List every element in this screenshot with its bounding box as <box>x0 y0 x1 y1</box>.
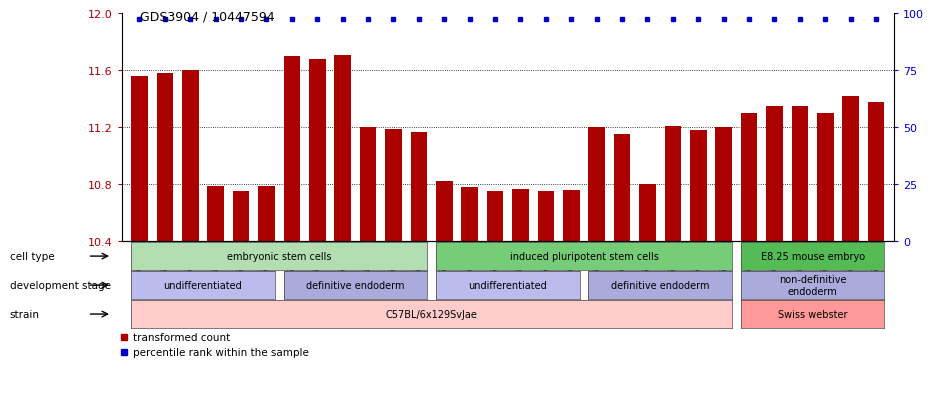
Bar <box>817 114 834 242</box>
Bar <box>436 182 452 242</box>
Bar <box>487 192 504 242</box>
Bar <box>359 128 376 242</box>
Text: definitive endoderm: definitive endoderm <box>611 280 709 290</box>
Text: E8.25 mouse embryo: E8.25 mouse embryo <box>761 252 865 261</box>
Bar <box>690 131 707 242</box>
Bar <box>411 132 427 242</box>
Bar <box>208 186 224 242</box>
Text: cell type: cell type <box>9 252 54 261</box>
Bar <box>792 107 808 242</box>
Text: transformed count: transformed count <box>133 332 230 343</box>
Text: development stage: development stage <box>9 280 110 290</box>
Bar <box>386 129 402 242</box>
Bar <box>639 185 656 242</box>
Bar <box>512 189 529 242</box>
Bar <box>182 71 198 242</box>
Text: induced pluripotent stem cells: induced pluripotent stem cells <box>509 252 658 261</box>
Bar <box>589 128 605 242</box>
Bar <box>258 186 275 242</box>
Text: C57BL/6x129SvJae: C57BL/6x129SvJae <box>386 309 477 319</box>
Text: GDS3904 / 10447594: GDS3904 / 10447594 <box>140 10 275 23</box>
Bar <box>284 57 300 242</box>
Bar <box>309 60 326 242</box>
Bar <box>740 114 757 242</box>
Text: percentile rank within the sample: percentile rank within the sample <box>133 347 309 357</box>
Text: definitive endoderm: definitive endoderm <box>306 280 404 290</box>
Text: undifferentiated: undifferentiated <box>468 280 548 290</box>
Bar <box>334 56 351 242</box>
Text: strain: strain <box>9 309 39 319</box>
Bar <box>715 128 732 242</box>
Text: non-definitive
endoderm: non-definitive endoderm <box>779 275 846 296</box>
Bar <box>233 192 249 242</box>
Bar <box>767 107 782 242</box>
Bar <box>537 192 554 242</box>
Bar <box>868 102 885 242</box>
Bar <box>665 127 681 242</box>
Bar <box>563 190 579 242</box>
Bar <box>156 74 173 242</box>
Bar <box>614 135 630 242</box>
Text: embryonic stem cells: embryonic stem cells <box>227 252 331 261</box>
Text: Swiss webster: Swiss webster <box>778 309 847 319</box>
Bar <box>842 97 859 242</box>
Bar <box>131 77 148 242</box>
Bar <box>461 188 478 242</box>
Text: undifferentiated: undifferentiated <box>164 280 242 290</box>
